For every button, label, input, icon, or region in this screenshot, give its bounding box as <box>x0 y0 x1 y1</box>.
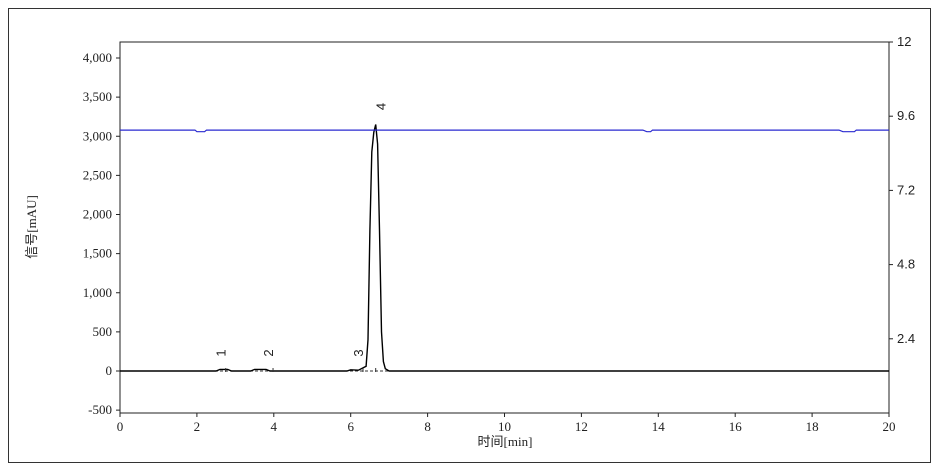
x-tick-label: 2 <box>194 419 201 434</box>
x-tick-label: 16 <box>729 419 743 434</box>
y-axis-label: 信号[mAU] <box>24 195 39 259</box>
x-axis: 0 2 4 6 8 10 12 14 16 18 20 <box>117 413 896 434</box>
x-tick-label: 12 <box>575 419 588 434</box>
peak-label: 4 <box>374 103 389 110</box>
y2-tick-label: 4.8 <box>897 257 915 272</box>
y-tick-label: 3,000 <box>83 128 112 143</box>
y2-tick-label: 7.2 <box>897 182 915 197</box>
x-tick-label: 8 <box>424 419 431 434</box>
signal-trace <box>120 124 889 372</box>
x-tick-label: 20 <box>883 419 896 434</box>
peak-label: 3 <box>351 349 366 356</box>
y2-tick-label: 9.6 <box>897 108 915 123</box>
x-tick-label: 18 <box>806 419 819 434</box>
x-axis-label: 时间[min] <box>478 434 533 449</box>
x-tick-label: 10 <box>498 419 511 434</box>
peak-labels: 1 2 3 4 <box>214 103 389 372</box>
x-tick-label: 6 <box>347 419 354 434</box>
y-tick-label: 2,000 <box>83 207 112 222</box>
plot-area <box>119 41 890 414</box>
peak-label: 2 <box>261 349 276 356</box>
outer-frame <box>8 8 931 463</box>
right-axis: 2.4 4.8 7.2 9.6 12 <box>889 34 915 346</box>
y-tick-label: 1,500 <box>83 246 112 261</box>
y-tick-label: 3,500 <box>83 89 112 104</box>
x-tick-label: 4 <box>271 419 278 434</box>
peak-label: 1 <box>214 349 229 356</box>
left-axis: -500 0 500 1,000 1,500 2,000 2,500 3,000 3,500 4,… <box>83 50 120 417</box>
y-tick-label: 1,000 <box>83 285 112 300</box>
y-tick-label: 500 <box>93 324 113 339</box>
secondary-trace <box>120 129 889 133</box>
y2-tick-label: 12 <box>897 34 911 49</box>
y2-tick-label: 2.4 <box>897 331 915 346</box>
y-tick-label: 4,000 <box>83 50 112 65</box>
y-tick-label: -500 <box>88 402 112 417</box>
x-tick-label: 14 <box>652 419 666 434</box>
series-group <box>120 124 889 372</box>
y-tick-label: 2,500 <box>83 167 112 182</box>
x-tick-label: 0 <box>117 419 124 434</box>
y-tick-label: 0 <box>106 363 113 378</box>
